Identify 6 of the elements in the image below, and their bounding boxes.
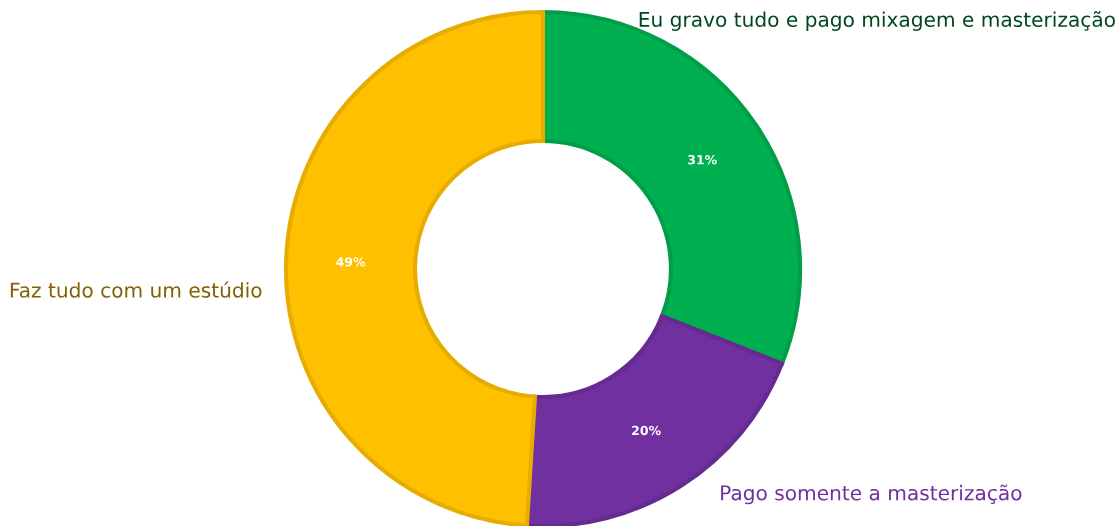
slice-label: Eu gravo tudo e pago mixagem e masterização [639,11,1115,31]
data-label: 31% [688,154,717,165]
slice-label: Pago somente a masterização [721,484,1022,505]
slice-label: Faz tudo com um estúdio [10,281,262,298]
data-label: 49% [336,257,366,267]
data-label: 20% [632,425,661,436]
